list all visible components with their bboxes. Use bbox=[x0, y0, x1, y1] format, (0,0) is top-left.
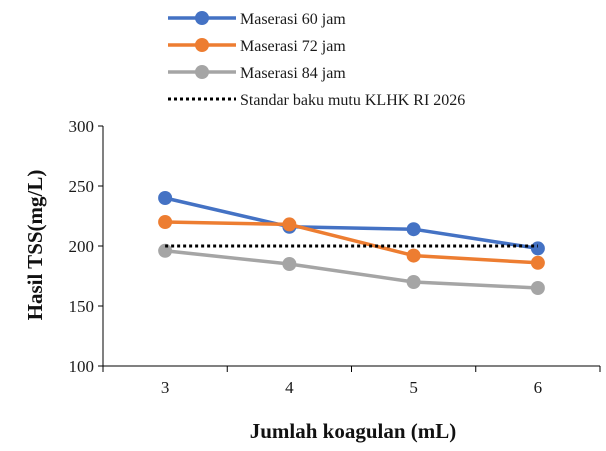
y-axis-title: Hasil TSS(mg/L) bbox=[23, 170, 47, 321]
y-tick-label: 100 bbox=[69, 357, 95, 376]
y-tick-label: 200 bbox=[69, 237, 95, 256]
legend-label: Maserasi 72 jam bbox=[240, 38, 346, 55]
legend-swatch-marker bbox=[195, 65, 209, 79]
plot-area bbox=[158, 191, 545, 295]
axes: 100 150 200 250 300 3 4 5 6 bbox=[69, 117, 601, 397]
data-point bbox=[282, 217, 297, 232]
data-point bbox=[406, 275, 421, 289]
legend-swatch-marker bbox=[195, 38, 209, 52]
legend-label: Maserasi 84 jam bbox=[240, 65, 346, 82]
legend-label: Standar baku mutu KLHK RI 2026 bbox=[240, 92, 465, 109]
y-tick-label: 150 bbox=[69, 297, 95, 316]
data-point bbox=[158, 215, 173, 229]
y-tick-label: 250 bbox=[69, 177, 95, 196]
data-point bbox=[158, 243, 173, 258]
data-point bbox=[158, 191, 173, 205]
data-point bbox=[406, 248, 421, 263]
data-point bbox=[530, 255, 545, 270]
data-point bbox=[282, 257, 297, 271]
x-tick-label: 6 bbox=[534, 378, 543, 397]
x-tick-label: 3 bbox=[161, 378, 170, 397]
y-tick-label: 300 bbox=[69, 117, 95, 136]
data-point bbox=[406, 222, 421, 237]
x-axis-title: Jumlah koagulan (mL) bbox=[250, 419, 457, 443]
series-line-2 bbox=[164, 249, 538, 290]
legend: Maserasi 60 jam Maserasi 72 jam Maserasi 8… bbox=[168, 11, 465, 109]
series-line-0 bbox=[164, 196, 539, 251]
legend-swatch-marker bbox=[195, 11, 209, 25]
series-line-1 bbox=[165, 220, 538, 265]
x-tick-label: 4 bbox=[285, 378, 294, 397]
legend-label: Maserasi 60 jam bbox=[240, 11, 346, 28]
data-point bbox=[530, 281, 545, 295]
data-point bbox=[530, 241, 545, 256]
x-tick-label: 5 bbox=[409, 378, 418, 397]
